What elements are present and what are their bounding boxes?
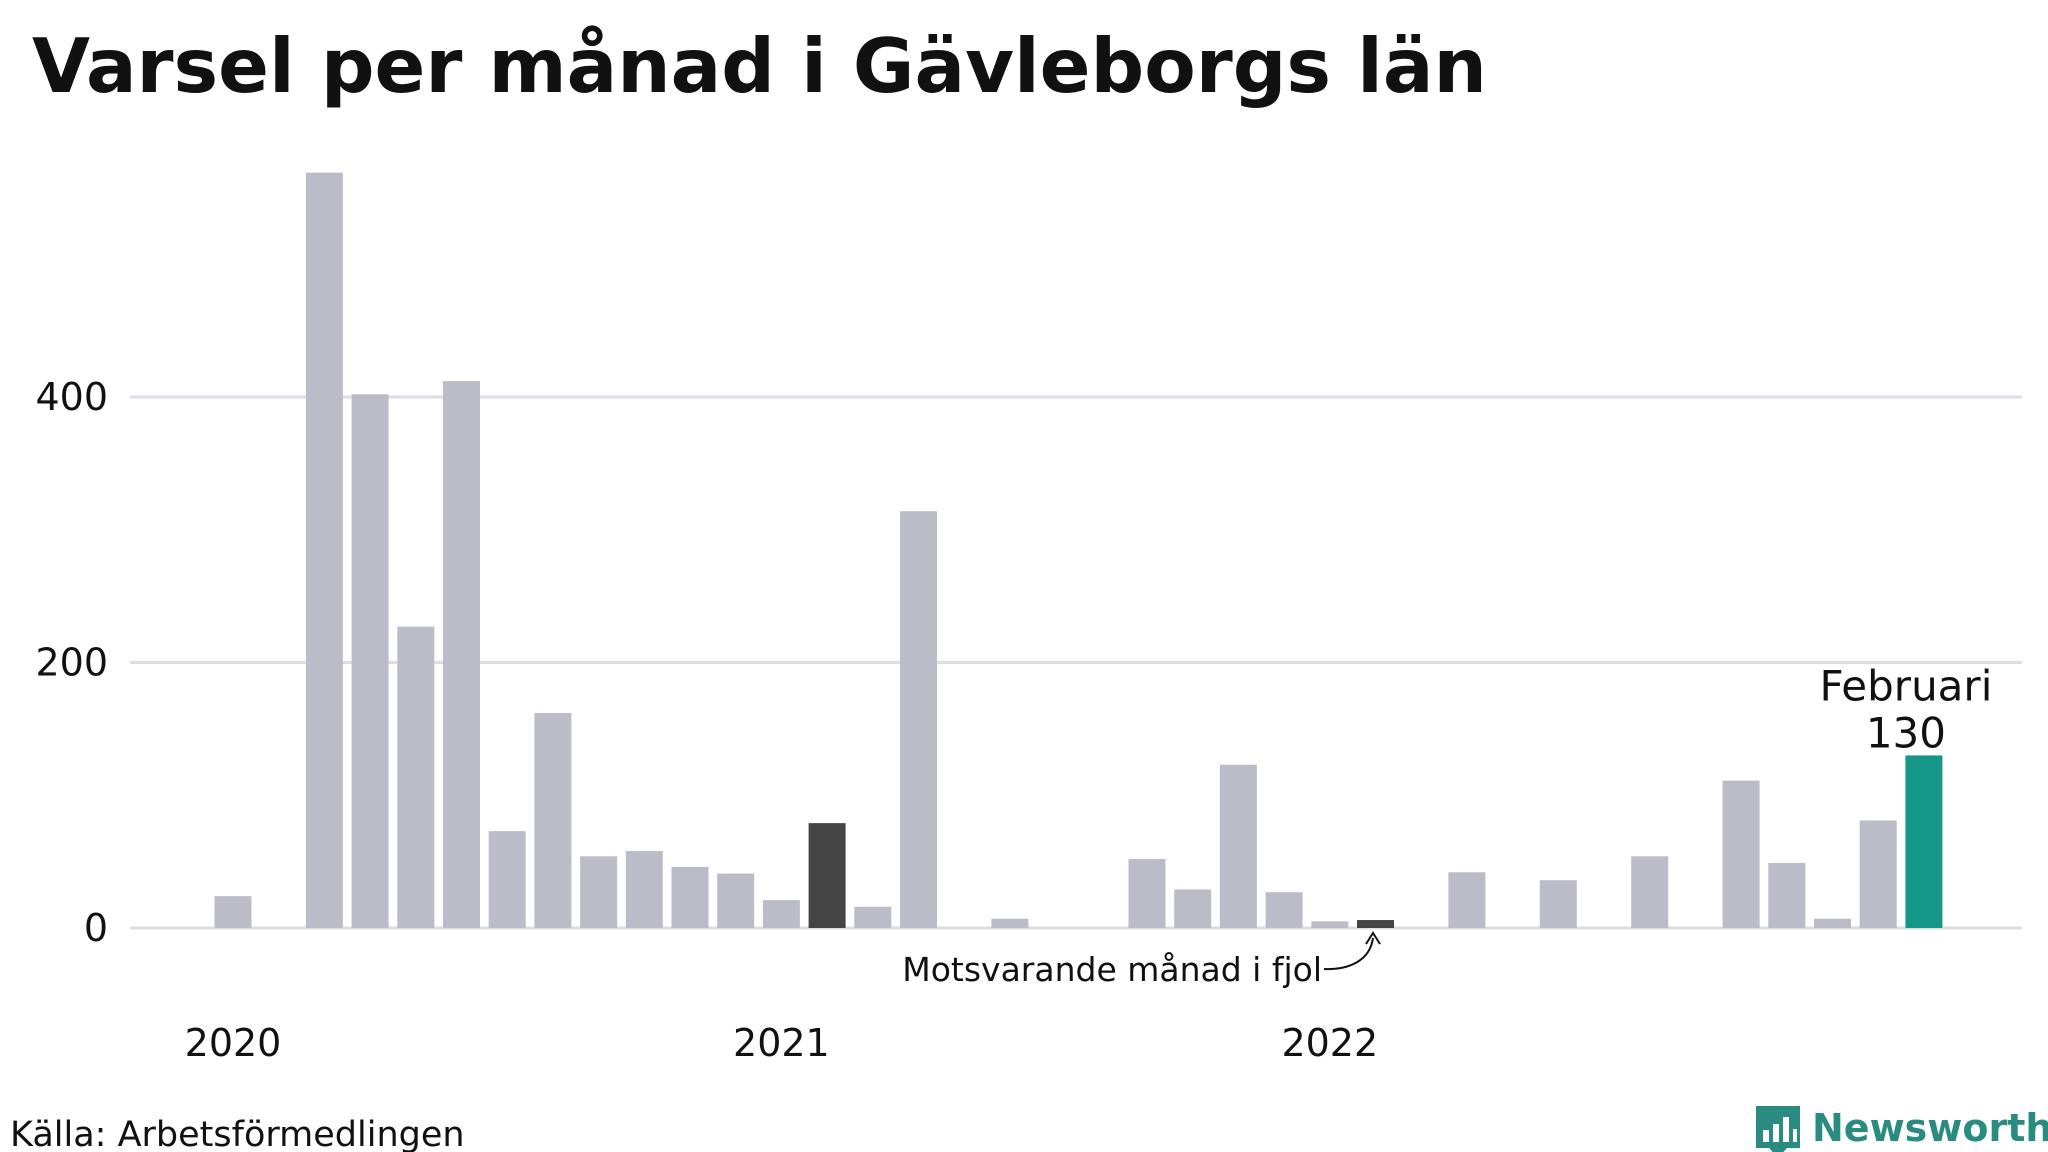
y-tick-label: 200 bbox=[35, 641, 108, 685]
bar bbox=[1311, 921, 1349, 928]
bar bbox=[1722, 780, 1760, 928]
bar bbox=[1631, 856, 1669, 928]
bar bbox=[1814, 918, 1851, 928]
brand-logo: Newsworthy bbox=[1756, 1106, 2048, 1152]
bar bbox=[305, 172, 343, 929]
bar bbox=[1219, 764, 1257, 928]
bar bbox=[1905, 755, 1943, 928]
bar bbox=[762, 900, 800, 928]
bar bbox=[991, 918, 1029, 928]
x-tick-label: 2020 bbox=[185, 1021, 282, 1065]
annotation-arrow bbox=[1323, 937, 1374, 971]
bar bbox=[397, 626, 435, 928]
bar bbox=[671, 866, 709, 928]
bar bbox=[1768, 862, 1806, 928]
annotation-text: Motsvarande månad i fjol bbox=[902, 950, 1322, 989]
bar bbox=[1174, 889, 1212, 928]
y-axis-ticks: 0 200 400 bbox=[35, 375, 108, 950]
bars bbox=[214, 172, 1943, 929]
highlight-value-label: 130 bbox=[1866, 708, 1946, 757]
bar bbox=[900, 511, 937, 928]
bar bbox=[1539, 880, 1577, 928]
bar bbox=[1265, 892, 1303, 928]
y-tick-label: 0 bbox=[84, 906, 108, 950]
y-tick-label: 400 bbox=[35, 375, 108, 419]
x-axis-ticks: 2020 2021 2022 bbox=[185, 1021, 1379, 1065]
x-tick-label: 2021 bbox=[733, 1021, 830, 1065]
highlight-label: Februari 130 bbox=[1819, 661, 1992, 757]
bar bbox=[351, 394, 389, 929]
bar bbox=[808, 823, 846, 928]
bar bbox=[214, 896, 252, 928]
bar bbox=[443, 381, 480, 928]
bar bbox=[580, 856, 618, 928]
previous-year-annotation: Motsvarande månad i fjol bbox=[902, 931, 1381, 989]
bar bbox=[717, 873, 755, 928]
bar bbox=[1357, 920, 1394, 928]
bar bbox=[1859, 820, 1897, 928]
x-tick-label: 2022 bbox=[1281, 1021, 1378, 1065]
annotation-arrowhead bbox=[1365, 931, 1381, 945]
bar bbox=[1448, 872, 1486, 928]
newsworthy-logo-icon bbox=[1756, 1106, 1800, 1152]
brand-name: Newsworthy bbox=[1812, 1106, 2048, 1150]
bar bbox=[625, 851, 663, 928]
highlight-month-label: Februari bbox=[1819, 661, 1992, 710]
chart-title: Varsel per månad i Gävleborgs län bbox=[32, 22, 1487, 110]
bar bbox=[854, 906, 892, 928]
bar bbox=[1128, 858, 1166, 928]
source-note: Källa: Arbetsförmedlingen bbox=[10, 1115, 465, 1152]
bar bbox=[488, 831, 526, 928]
bar bbox=[534, 712, 572, 928]
